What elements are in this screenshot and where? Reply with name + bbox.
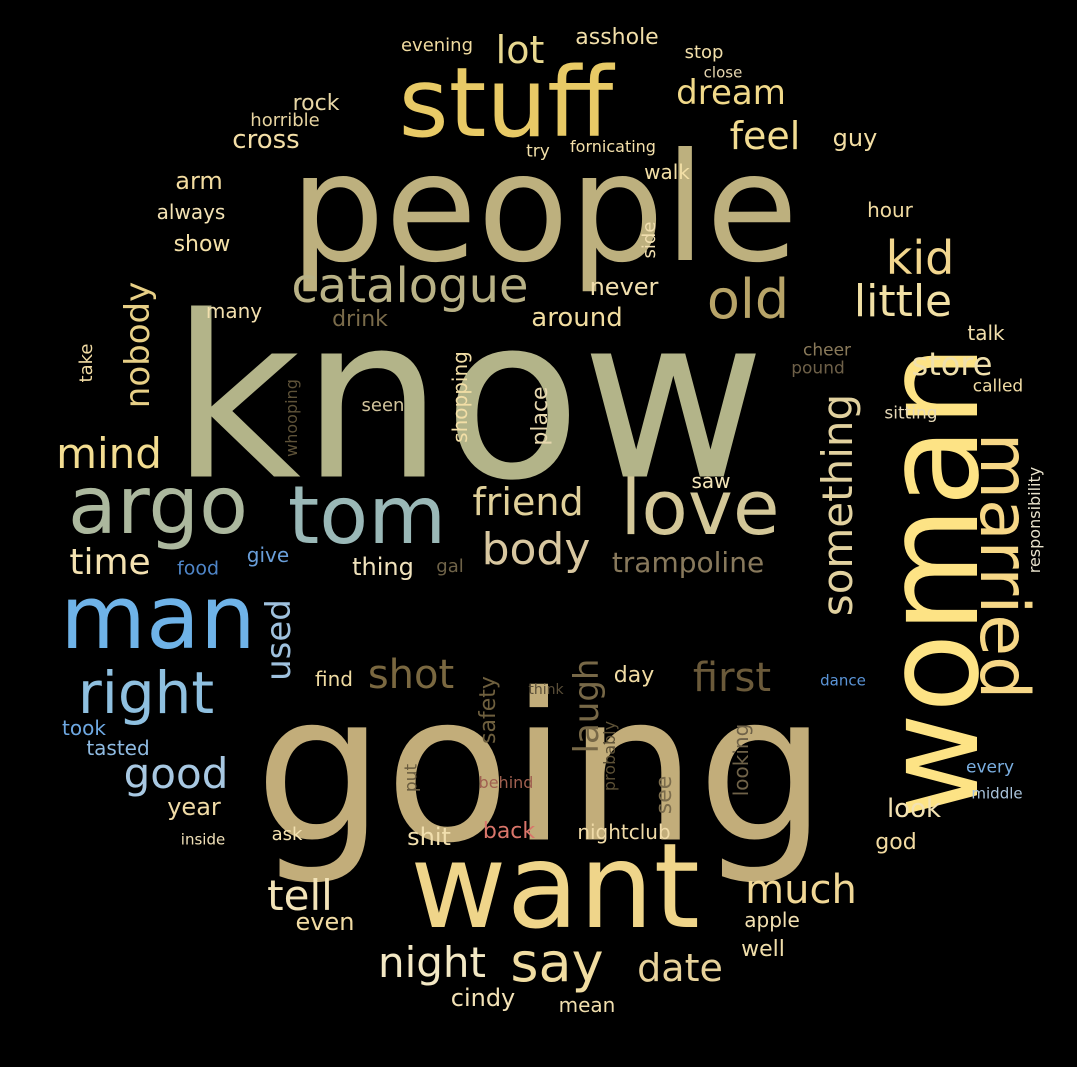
word-kid: kid — [885, 231, 955, 285]
word-walk: walk — [644, 160, 690, 184]
word-first: first — [692, 655, 772, 701]
word-stuff: stuff — [398, 47, 614, 159]
word-date: date — [637, 946, 723, 990]
word-probably: probably — [600, 720, 619, 792]
word-side: side — [639, 221, 660, 259]
word-love: love — [620, 463, 780, 552]
word-apple: apple — [744, 908, 800, 932]
word-talk: talk — [967, 321, 1005, 345]
word-people: people — [289, 122, 799, 296]
word-looking: looking — [729, 723, 753, 797]
word-try: try — [526, 141, 550, 162]
word-cross: cross — [232, 125, 300, 155]
word-food: food — [177, 557, 219, 580]
word-catalogue: catalogue — [291, 258, 529, 314]
word-cindy: cindy — [450, 984, 516, 1012]
word-feel: feel — [729, 114, 801, 158]
word-take: take — [76, 343, 97, 383]
word-inside: inside — [180, 830, 226, 849]
word-used: used — [259, 599, 299, 681]
word-pound: pound — [791, 358, 845, 379]
word-arm: arm — [175, 167, 223, 195]
word-say: say — [510, 931, 604, 994]
word-tom: tom — [287, 469, 447, 562]
word-man: man — [60, 566, 256, 669]
word-think: think — [528, 682, 564, 698]
word-nobody: nobody — [118, 281, 158, 409]
word-body: body — [481, 524, 591, 575]
word-going: going — [254, 650, 828, 889]
word-right: right — [77, 659, 215, 727]
word-every: every — [965, 757, 1015, 778]
word-see: see — [652, 775, 677, 815]
word-old: old — [706, 268, 790, 331]
word-whooping: whooping — [282, 379, 301, 457]
word-seen: seen — [361, 395, 405, 416]
word-gal: gal — [436, 556, 464, 577]
word-never: never — [589, 273, 659, 301]
word-lot: lot — [495, 28, 545, 72]
word-trampoline: trampoline — [611, 546, 765, 579]
word-middle: middle — [971, 784, 1023, 803]
word-horrible: horrible — [250, 110, 320, 131]
word-day: day — [613, 663, 655, 688]
word-laugh: laugh — [567, 658, 607, 754]
word-time: time — [69, 542, 151, 583]
word-show: show — [173, 232, 231, 257]
word-shit: shit — [407, 823, 451, 851]
word-find: find — [315, 667, 353, 691]
word-called: called — [972, 376, 1024, 397]
word-know: know — [170, 268, 766, 531]
word-stop: stop — [684, 42, 724, 63]
word-mean: mean — [558, 993, 616, 1017]
word-little: little — [853, 276, 953, 327]
word-safety: safety — [476, 676, 501, 744]
word-many: many — [205, 299, 263, 323]
word-took: took — [62, 716, 106, 740]
word-shot: shot — [367, 652, 455, 698]
word-god: god — [875, 830, 917, 855]
word-year: year — [167, 793, 221, 821]
word-something: something — [813, 393, 862, 617]
word-drink: drink — [332, 307, 388, 332]
word-place: place — [528, 386, 553, 446]
word-close: close — [703, 63, 743, 82]
word-even: even — [295, 908, 355, 936]
word-well: well — [741, 937, 785, 962]
word-fornicating: fornicating — [570, 137, 656, 156]
word-much: much — [745, 867, 857, 913]
word-argo: argo — [67, 459, 249, 552]
word-sitting: sitting — [884, 403, 938, 424]
word-tell: tell — [267, 871, 333, 920]
word-back: back — [482, 819, 536, 844]
word-tasted: tasted — [86, 736, 150, 760]
word-cheer: cheer — [802, 340, 852, 361]
word-hour: hour — [867, 198, 913, 222]
word-good: good — [123, 749, 229, 798]
word-ask: ask — [271, 824, 303, 845]
word-dream: dream — [676, 73, 786, 113]
word-shopping: shopping — [448, 351, 472, 443]
word-asshole: asshole — [575, 25, 659, 50]
word-always: always — [156, 200, 226, 224]
word-want: want — [410, 817, 700, 955]
word-put: put — [401, 763, 422, 793]
word-friend: friend — [472, 480, 584, 524]
word-give: give — [246, 543, 290, 567]
word-guy: guy — [832, 124, 878, 152]
word-thing: thing — [352, 553, 414, 581]
word-mind: mind — [56, 429, 162, 478]
word-store: store — [911, 345, 993, 383]
word-behind: behind — [478, 773, 534, 792]
word-night: night — [377, 938, 487, 987]
word-dance: dance — [820, 671, 866, 690]
word-look: look — [886, 794, 942, 824]
word-nightclub: nightclub — [577, 820, 671, 844]
word-saw: saw — [691, 469, 731, 493]
word-evening: evening — [400, 35, 474, 56]
word-responsibility: responsibility — [1025, 466, 1044, 574]
word-around: around — [531, 303, 623, 333]
word-rock: rock — [292, 91, 340, 116]
